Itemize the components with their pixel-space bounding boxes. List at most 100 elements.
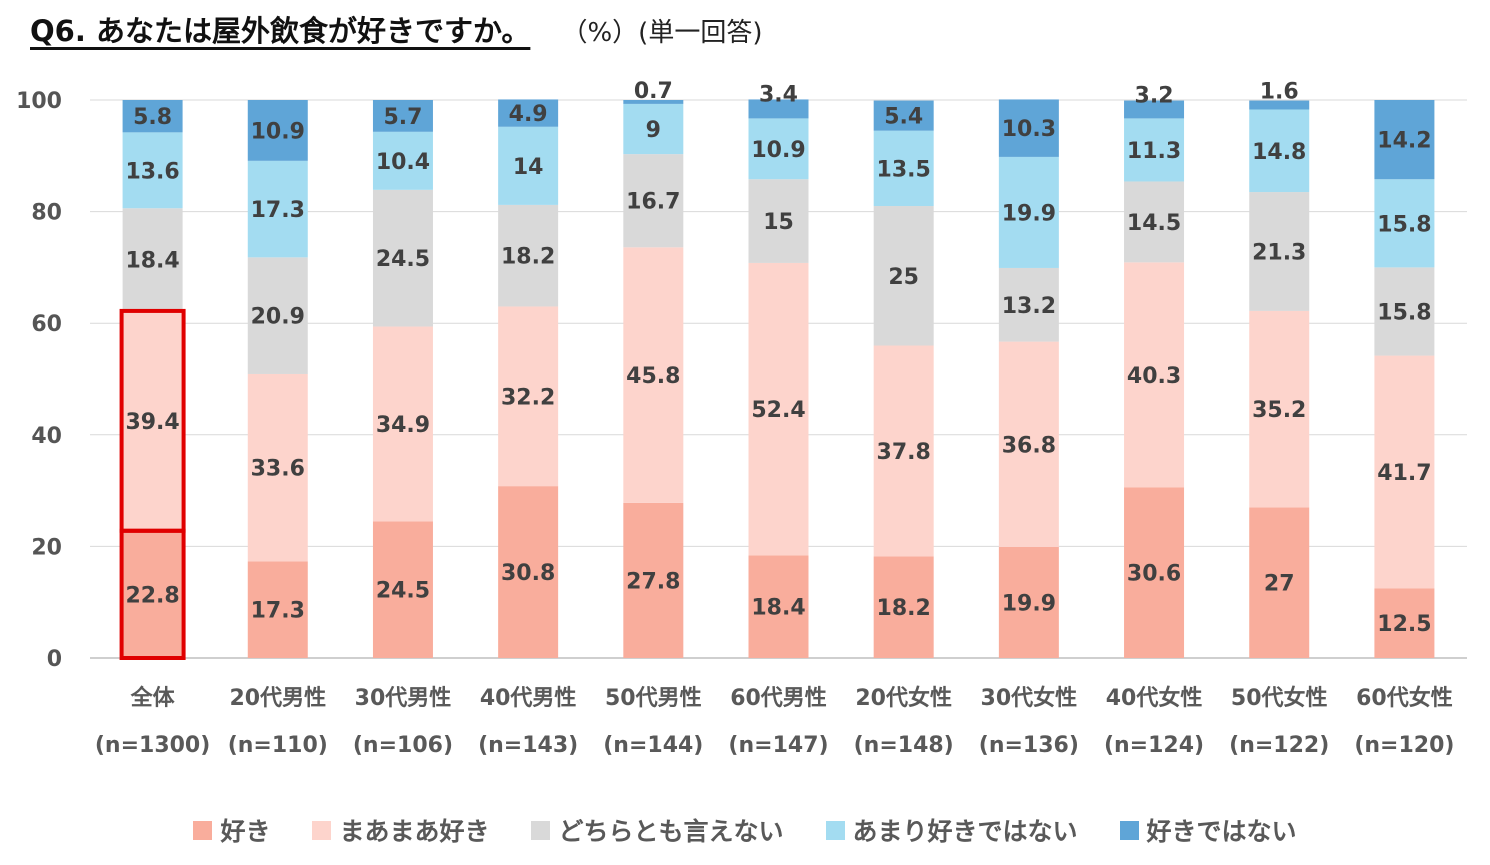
data-label: 5.8 bbox=[133, 105, 172, 130]
data-label: 41.7 bbox=[1377, 461, 1431, 486]
legend-item: 好き bbox=[193, 810, 270, 850]
bar-segment bbox=[998, 99, 1059, 157]
legend-item: 好きではない bbox=[1119, 810, 1297, 850]
bar-segment bbox=[998, 341, 1059, 547]
bar-segment bbox=[247, 257, 308, 374]
bar-segment bbox=[623, 502, 684, 658]
data-label: 14 bbox=[513, 155, 544, 180]
bar-segment bbox=[247, 160, 308, 258]
data-label: 32.2 bbox=[501, 385, 555, 410]
legend-label: 好き bbox=[220, 817, 271, 846]
bar-segment bbox=[1374, 267, 1435, 356]
y-tick-label: 80 bbox=[31, 201, 62, 226]
legend-item: まあまあ好き bbox=[312, 810, 489, 850]
data-label: 15 bbox=[763, 210, 794, 235]
bar-segment bbox=[372, 131, 433, 190]
bar-segment bbox=[748, 555, 809, 658]
legend-swatch bbox=[1119, 820, 1139, 840]
legend-item: あまり好きではない bbox=[825, 810, 1078, 850]
bar-segment bbox=[748, 99, 809, 119]
bar-segment bbox=[1249, 109, 1310, 193]
bar-segment bbox=[122, 132, 183, 209]
bar-segment bbox=[122, 208, 183, 311]
y-tick-label: 100 bbox=[16, 89, 62, 114]
highlight-box bbox=[119, 308, 186, 533]
data-label: 10.9 bbox=[251, 119, 305, 144]
bar-segment bbox=[372, 521, 433, 658]
data-label: 27.8 bbox=[626, 569, 680, 594]
legend-swatch bbox=[531, 820, 551, 840]
chart-legend: 好き まあまあ好き どちらとも言えない あまり好きではない 好きではない bbox=[0, 810, 1490, 850]
chart-unit-note: （%）(単一回答) bbox=[561, 18, 763, 48]
y-tick-label: 60 bbox=[31, 312, 62, 337]
bar-segment bbox=[1124, 487, 1185, 658]
data-label: 9 bbox=[646, 118, 661, 143]
bar-segment bbox=[1374, 179, 1435, 268]
legend-swatch bbox=[193, 820, 213, 840]
data-label: 16.7 bbox=[626, 190, 680, 215]
legend-swatch bbox=[312, 820, 332, 840]
category-label: 40代男性 bbox=[480, 686, 577, 711]
data-label: 3.4 bbox=[759, 82, 798, 107]
bar-segment bbox=[372, 189, 433, 327]
data-label: 33.6 bbox=[251, 457, 305, 482]
data-label: 15.8 bbox=[1377, 300, 1431, 325]
data-label: 20.9 bbox=[251, 305, 305, 330]
data-label: 15.8 bbox=[1377, 212, 1431, 237]
data-label: 24.5 bbox=[376, 247, 430, 272]
bar-segment bbox=[247, 561, 308, 658]
data-label: 13.2 bbox=[1002, 294, 1056, 319]
category-label: 20代男性 bbox=[229, 686, 326, 711]
sample-size-label: (n=122) bbox=[1229, 733, 1329, 758]
bar-segment bbox=[1374, 100, 1435, 180]
bar-segment bbox=[122, 530, 183, 658]
data-label: 36.8 bbox=[1002, 433, 1056, 458]
bar-segment bbox=[247, 373, 308, 562]
data-label: 0.7 bbox=[634, 79, 673, 104]
category-label: 30代男性 bbox=[355, 686, 452, 711]
data-label: 5.4 bbox=[884, 105, 923, 130]
sample-size-label: (n=124) bbox=[1104, 733, 1204, 758]
bar-segment bbox=[998, 546, 1059, 658]
bar-segment bbox=[748, 262, 809, 556]
data-label: 45.8 bbox=[626, 364, 680, 389]
data-label: 18.4 bbox=[125, 249, 179, 274]
legend-label: あまり好きではない bbox=[852, 817, 1078, 846]
stacked-bar-chart: 0 20 40 60 80 100 22.8 39.4 18.4 13.6 5.8 全体 (n=1300… bbox=[16, 79, 1467, 758]
sample-size-label: (n=120) bbox=[1354, 733, 1454, 758]
bar-segment bbox=[498, 204, 559, 307]
data-label: 19.9 bbox=[1002, 201, 1056, 226]
y-tick-label: 0 bbox=[47, 647, 62, 672]
bar-segment bbox=[498, 306, 559, 487]
data-label: 11.3 bbox=[1127, 139, 1181, 164]
data-label: 27 bbox=[1264, 572, 1295, 597]
bar-segment bbox=[1124, 118, 1185, 182]
data-label: 34.9 bbox=[376, 413, 430, 438]
data-label: 17.3 bbox=[251, 198, 305, 223]
bar-segment bbox=[1249, 192, 1310, 311]
chart-title-row: Q6. あなたは屋外飲食が好きですか。 （%）(単一回答) bbox=[30, 8, 762, 52]
bar-segment bbox=[748, 118, 809, 180]
legend-label: どちらとも言えない bbox=[558, 817, 784, 846]
data-label: 13.6 bbox=[125, 159, 179, 184]
bar-segment bbox=[122, 310, 183, 531]
category-label: 30代女性 bbox=[981, 685, 1078, 711]
data-label: 22.8 bbox=[125, 583, 179, 608]
bar-segment bbox=[748, 179, 809, 263]
sample-size-label: (n=1300) bbox=[95, 733, 210, 758]
y-tick-label: 40 bbox=[31, 424, 62, 449]
data-label: 10.3 bbox=[1002, 117, 1056, 142]
bar-segment bbox=[1249, 310, 1310, 508]
bar-segment bbox=[372, 326, 433, 522]
y-tick-label: 20 bbox=[31, 535, 62, 560]
sample-size-label: (n=147) bbox=[728, 733, 828, 758]
category-label: 60代女性 bbox=[1356, 685, 1453, 711]
data-label: 10.9 bbox=[751, 138, 805, 163]
bar-segment bbox=[998, 156, 1059, 268]
data-label: 4.9 bbox=[509, 102, 548, 127]
bar-segment bbox=[873, 206, 934, 346]
category-label: 60代男性 bbox=[730, 686, 827, 711]
data-label: 3.2 bbox=[1135, 84, 1174, 109]
bar-segment bbox=[1124, 181, 1185, 263]
data-label: 19.9 bbox=[1002, 591, 1056, 616]
